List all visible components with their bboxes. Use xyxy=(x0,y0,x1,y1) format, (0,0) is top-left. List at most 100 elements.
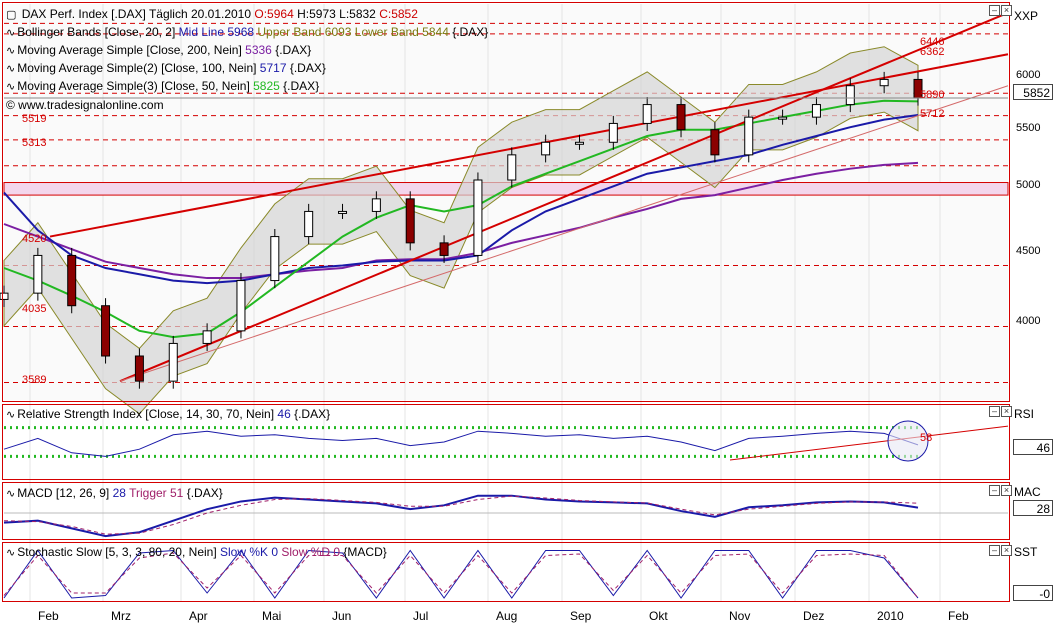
candle-body xyxy=(270,236,280,282)
stoch-panel[interactable] xyxy=(2,542,1010,602)
rsi-line xyxy=(3,430,919,457)
legend-ma200[interactable]: ∿ Moving Average Simple [Close, 200, Nein… xyxy=(6,41,311,60)
macd-axis[interactable]: MAC xyxy=(1010,482,1059,540)
candle-body xyxy=(473,179,483,256)
legend-ma50[interactable]: ∿ Moving Average Simple(3) [Close, 50, Ne… xyxy=(6,77,319,96)
rsi-trendline xyxy=(729,425,1009,461)
low-value: L:5832 xyxy=(339,7,376,21)
macd-legend[interactable]: ∿ MACD [12, 26, 9] 28 Trigger 51 {.DAX} xyxy=(6,484,223,503)
ma100-value: 5717 xyxy=(259,61,287,75)
candle-body xyxy=(405,198,415,244)
ma200-value: 5336 xyxy=(245,43,272,57)
rsi-annotation: 58 xyxy=(920,432,933,444)
month-label: Dez xyxy=(803,609,825,623)
minimize-icon[interactable]: – xyxy=(989,406,1000,417)
tick-4000: 4000 xyxy=(1016,315,1041,327)
date: 20.01.2010 xyxy=(190,7,252,21)
candle-body xyxy=(574,141,584,145)
ma-line-0 xyxy=(3,161,919,280)
indicator-icon: ∿ xyxy=(6,44,16,57)
candle-body xyxy=(676,104,686,131)
month-label: Aug xyxy=(496,609,518,623)
candle-body xyxy=(67,254,77,307)
legend-bollinger[interactable]: ∿ Bollinger Bands [Close, 20, 2] Mid Line… xyxy=(6,23,488,42)
price-axis[interactable]: XXP 6000 5500 5000 4500 4000 xyxy=(1010,2,1059,402)
rsi-current-box: 46 xyxy=(1013,439,1053,455)
stoch-d-line xyxy=(3,552,919,599)
website-credit: © www.tradesignalonline.com xyxy=(6,98,164,112)
candle-body xyxy=(608,122,618,143)
trendline-steep xyxy=(119,11,1009,383)
tick-6000: 6000 xyxy=(1016,69,1041,81)
rsi-legend[interactable]: ∿ Relative Strength Index [Close, 14, 30,… xyxy=(6,405,330,424)
axis-tag-price: XXP xyxy=(1014,9,1039,23)
close-icon[interactable]: × xyxy=(1001,406,1012,417)
candle-body xyxy=(168,342,178,382)
rsi-value: 46 xyxy=(277,407,291,421)
bollinger-label: Bollinger Bands [Close, 20, 2] xyxy=(17,25,176,39)
trendline-upper xyxy=(49,53,1009,238)
rsi-symbol: {.DAX} xyxy=(294,407,331,421)
indicator-icon: ∿ xyxy=(6,62,16,75)
candle-body xyxy=(439,242,449,256)
macd-value: 28 xyxy=(112,486,126,500)
indicator-icon: ∿ xyxy=(6,80,16,93)
rsi-panel[interactable] xyxy=(2,404,1010,480)
indicator-icon: ∿ xyxy=(6,546,16,559)
macd-label: MACD [12, 26, 9] xyxy=(17,486,110,500)
close-icon[interactable]: × xyxy=(1001,545,1012,556)
bollinger-symbol: {.DAX} xyxy=(452,25,489,39)
macd-current-box: 28 xyxy=(1013,500,1053,516)
candle-body xyxy=(845,85,855,106)
close-icon[interactable]: × xyxy=(1001,485,1012,496)
price-window-buttons[interactable]: – × xyxy=(988,5,1012,16)
time-axis[interactable]: Feb Mrz Apr Mai Jun Jul Aug Sep Okt Nov … xyxy=(0,603,1010,627)
macd-trigger: Trigger 51 xyxy=(129,486,184,500)
level-4520: 4520 xyxy=(22,233,47,245)
level-5313: 5313 xyxy=(22,137,47,149)
axis-tag-rsi: RSI xyxy=(1014,407,1035,421)
level-5890: 5890 xyxy=(920,89,945,101)
tick-5000: 5000 xyxy=(1016,179,1041,191)
close-icon[interactable]: × xyxy=(1001,5,1012,16)
legend-ma100[interactable]: ∿ Moving Average Simple(2) [Close, 100, N… xyxy=(6,59,326,78)
candle-body xyxy=(710,129,720,156)
candle-body xyxy=(0,292,9,300)
rsi-axis[interactable]: RSI xyxy=(1010,404,1059,480)
high-value: H:5973 xyxy=(297,7,336,21)
ma100-symbol: {.DAX} xyxy=(289,61,326,75)
month-label: Jun xyxy=(332,609,352,623)
macd-window-buttons[interactable]: – × xyxy=(988,485,1012,496)
minimize-icon[interactable]: – xyxy=(989,485,1000,496)
rsi-window-buttons[interactable]: – × xyxy=(988,406,1012,417)
candle-body xyxy=(811,104,821,118)
ma50-value: 5825 xyxy=(253,79,280,93)
month-label: Feb xyxy=(948,609,969,623)
indicator-icon: ∿ xyxy=(6,26,16,39)
trigger-line xyxy=(3,495,919,535)
trendline-lower xyxy=(119,85,1009,382)
month-label: Okt xyxy=(649,609,668,623)
bollinger-mid: Mid Line 5968 xyxy=(178,25,255,39)
stoch-axis[interactable]: SST xyxy=(1010,542,1059,602)
chart-icon: ▢ xyxy=(6,8,17,21)
ma200-symbol: {.DAX} xyxy=(275,43,312,57)
stoch-legend[interactable]: ∿ Stochastic Slow [5, 3, 3, 80, 20, Nein]… xyxy=(6,543,387,562)
price-panel[interactable] xyxy=(2,2,1010,402)
candle-body xyxy=(744,116,754,156)
minimize-icon[interactable]: – xyxy=(989,5,1000,16)
stoch-window-buttons[interactable]: – × xyxy=(988,545,1012,556)
candle-body xyxy=(33,254,43,294)
candle-body xyxy=(541,141,551,156)
ma50-symbol: {.DAX} xyxy=(283,79,320,93)
ma-line-1 xyxy=(3,114,919,285)
candle-body xyxy=(338,210,348,214)
rsi-label: Relative Strength Index [Close, 14, 30, … xyxy=(17,407,275,421)
tick-4500: 4500 xyxy=(1016,245,1041,257)
minimize-icon[interactable]: – xyxy=(989,545,1000,556)
stoch-d: Slow %D 0 xyxy=(281,545,341,559)
macd-panel[interactable] xyxy=(2,482,1010,540)
month-label: Sep xyxy=(570,609,592,623)
month-label: Mrz xyxy=(111,609,131,623)
